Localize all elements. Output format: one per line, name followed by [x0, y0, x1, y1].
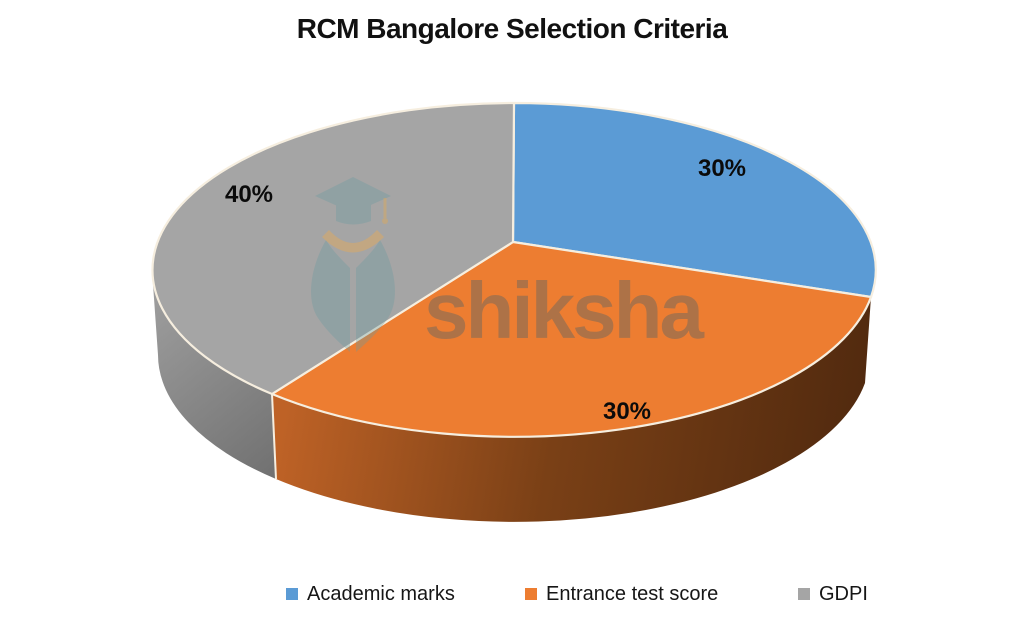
pie-side-walls — [152, 270, 871, 522]
shiksha-watermark: shiksha — [311, 177, 707, 355]
legend-swatch-academic-marks — [286, 588, 298, 600]
pie-slice-academic-marks — [511, 101, 877, 299]
legend-swatch-gdpi — [798, 588, 810, 600]
data-label-academic-marks: 30% — [698, 155, 746, 182]
tassel-icon — [382, 198, 388, 224]
legend-label-entrance-test-score: Entrance test score — [546, 582, 719, 605]
chart-legend: Academic marks Entrance test score GDPI — [0, 580, 1024, 610]
data-label-entrance-test-score: 30% — [603, 398, 651, 425]
pen-nib-icon — [311, 230, 395, 352]
pie-side-gdpi — [152, 270, 276, 479]
data-label-gdpi: 40% — [225, 181, 273, 208]
legend-item-entrance-test-score: Entrance test score — [525, 580, 718, 608]
pie-slice-entrance-test-score — [270, 240, 873, 438]
legend-label-academic-marks: Academic marks — [307, 582, 455, 605]
collar-shape — [322, 230, 384, 253]
watermark-brand-text: shiksha — [424, 266, 704, 355]
pie-slice-gdpi — [151, 101, 516, 396]
legend-item-academic-marks: Academic marks — [286, 580, 455, 608]
legend-swatch-entrance-test-score — [525, 588, 537, 600]
graduation-cap-icon — [315, 177, 391, 225]
pie-top-surface — [151, 101, 877, 438]
legend-label-gdpi: GDPI — [819, 582, 868, 605]
chart-title: RCM Bangalore Selection Criteria — [296, 13, 728, 44]
legend-item-gdpi: GDPI — [798, 580, 868, 608]
data-labels: 30% 30% 40% — [225, 155, 746, 425]
pie-side-entrance-test-score — [272, 297, 871, 522]
pie-side-seam — [271, 393, 277, 480]
